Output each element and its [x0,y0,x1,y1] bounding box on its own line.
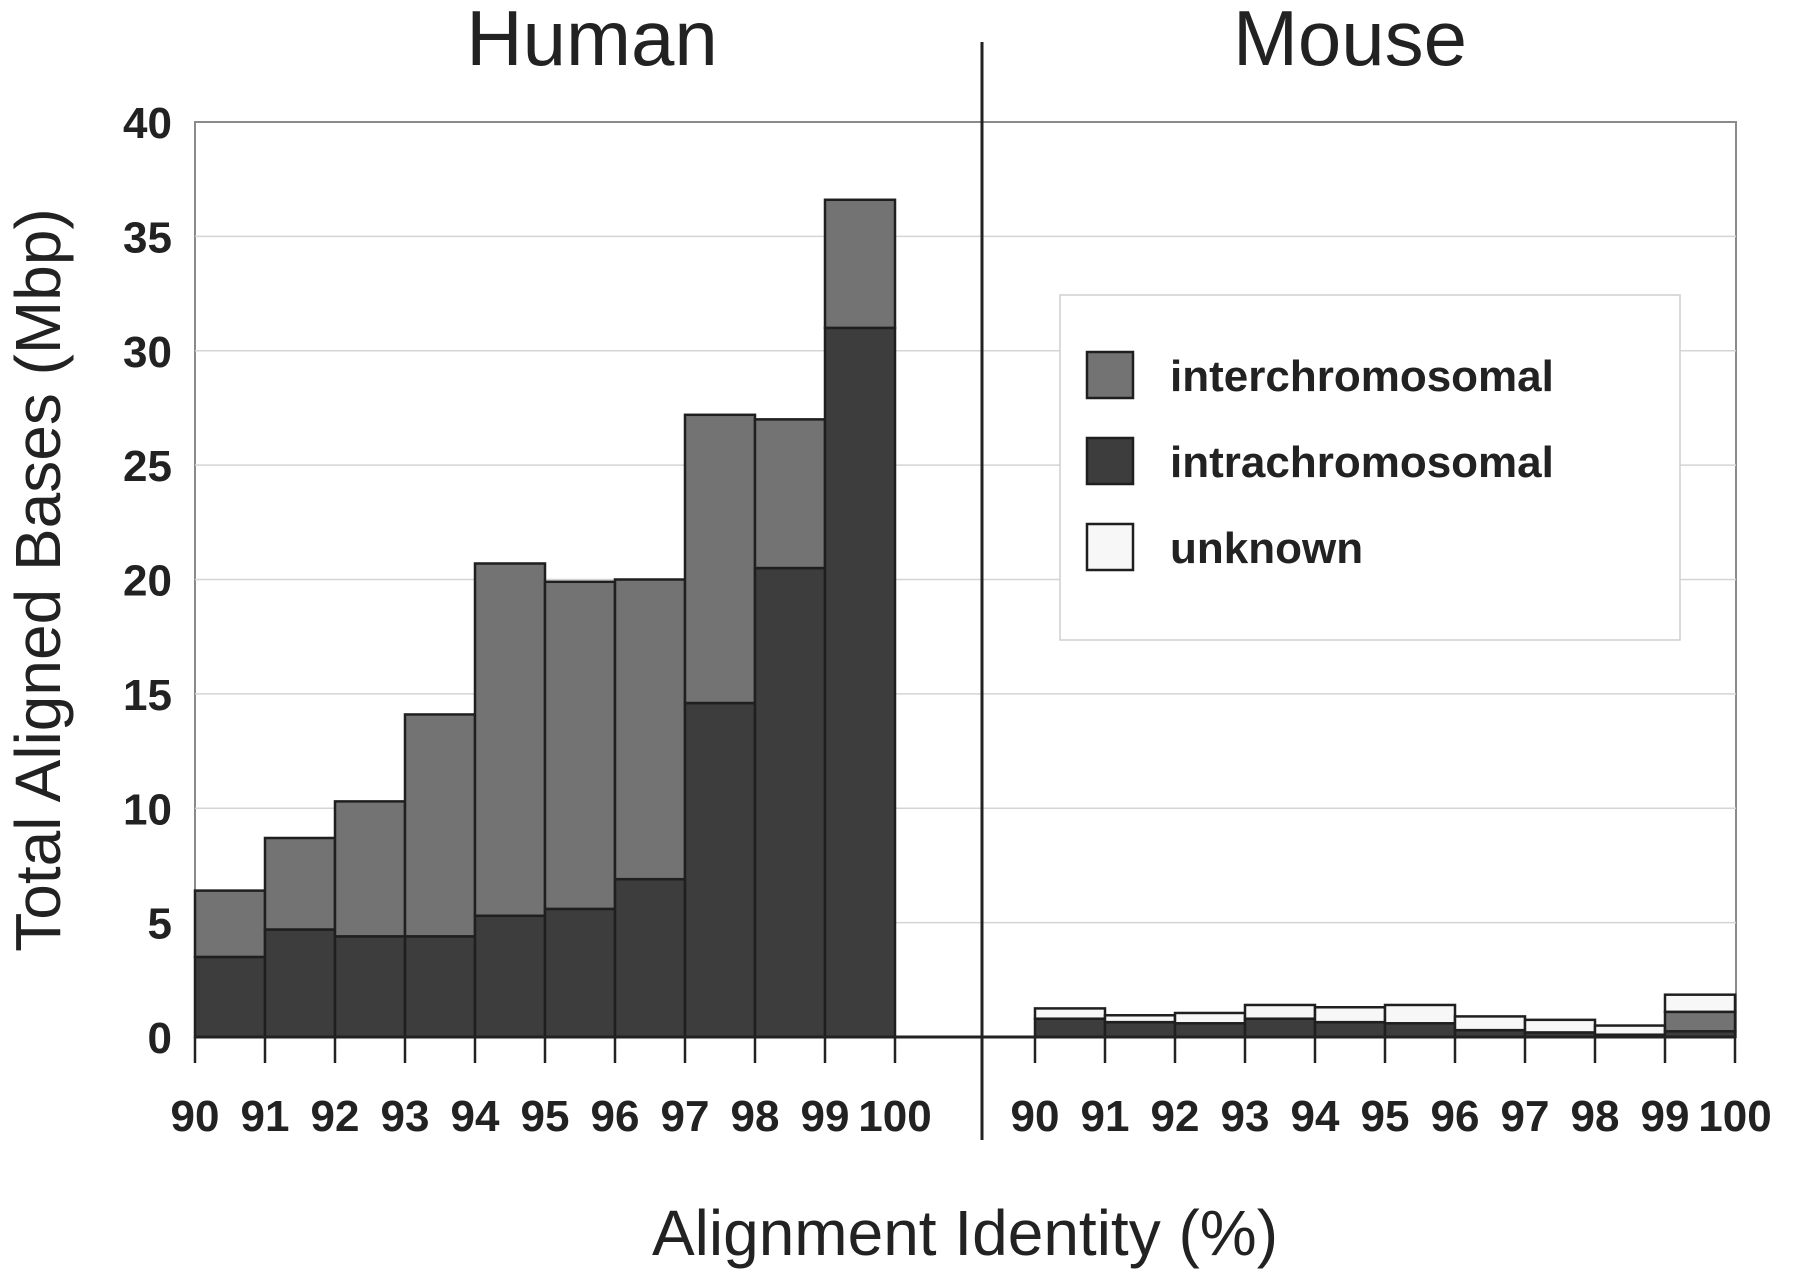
human-x-tick-label-91: 91 [241,1092,290,1141]
human-bar-92-93-interchromosomal [333,800,407,938]
human-bar-98-99-intrachromosomal [753,566,827,1039]
mouse-x-tick-label-98: 98 [1571,1092,1620,1141]
human-x-tick-label-97: 97 [661,1092,710,1141]
human-bar-91-92-interchromosomal [263,836,337,931]
human-bar-97-98-intrachromosomal [683,701,757,1039]
mouse-bar-93-94-intrachromosomal [1243,1017,1317,1039]
human-x-tick-label-94: 94 [451,1092,500,1141]
human-bar-95-96-intrachromosomal [543,907,617,1039]
human-bar-90-91-interchromosomal [193,889,267,959]
human-x-tick-label-92: 92 [311,1092,360,1141]
human-bar-98-99-interchromosomal [753,418,827,570]
mouse-x-tick-label-100: 100 [1698,1092,1771,1141]
human-bar-96-97-intrachromosomal [613,877,687,1039]
mouse-bar-92-93-unknown [1173,1011,1247,1025]
human-bar-93-94-intrachromosomal [403,935,477,1039]
legend-swatch-intrachromosomal [1085,436,1135,486]
y-tick-label-10: 10 [123,785,172,834]
mouse-bar-93-94-unknown [1243,1003,1317,1020]
mouse-x-tick-label-90: 90 [1011,1092,1060,1141]
mouse-x-tick-label-95: 95 [1361,1092,1410,1141]
human-x-tick-label-96: 96 [591,1092,640,1141]
mouse-bar-95-96-unknown [1383,1003,1457,1025]
mouse-x-tick-label-99: 99 [1641,1092,1690,1141]
human-bar-99-100-interchromosomal [823,198,897,330]
mouse-bar-98-99-unknown [1593,1024,1667,1036]
legend-swatch-interchromosomal [1085,350,1135,400]
legend-box [1059,294,1681,641]
human-bar-94-95-interchromosomal [473,562,547,918]
legend-swatch-unknown [1085,522,1135,572]
mouse-x-tick-label-93: 93 [1221,1092,1270,1141]
mouse-bar-97-98-unknown [1523,1018,1597,1034]
mouse-bar-90-91-unknown [1033,1007,1107,1020]
mouse-bar-90-91-intrachromosomal [1033,1017,1107,1039]
x-axis-title: Alignment Identity (%) [652,1197,1278,1269]
human-x-tick-label-95: 95 [521,1092,570,1141]
y-tick-label-30: 30 [123,328,172,377]
human-x-tick-label-90: 90 [171,1092,220,1141]
y-tick-label-20: 20 [123,557,172,606]
legend-label-intrachromosomal: intrachromosomal [1170,438,1554,487]
panel-title-mouse: Mouse [1233,0,1467,82]
mouse-bar-94-95-unknown [1313,1006,1387,1024]
y-tick-label-5: 5 [148,900,172,949]
legend: interchromosomal intrachromosomal unknown [1059,294,1681,641]
y-tick-label-35: 35 [123,213,172,262]
mouse-x-tick-label-94: 94 [1291,1092,1340,1141]
y-tick-label-15: 15 [123,671,172,720]
human-bar-99-100-intrachromosomal [823,326,897,1039]
human-bar-90-91-intrachromosomal [193,955,267,1039]
mouse-bar-91-92-unknown [1103,1014,1177,1024]
mouse-x-tick-label-97: 97 [1501,1092,1550,1141]
human-x-tick-label-100: 100 [858,1092,931,1141]
legend-label-interchromosomal: interchromosomal [1170,352,1554,401]
y-tick-label-25: 25 [123,442,172,491]
y-tick-label-40: 40 [123,99,172,148]
mouse-bar-95-96-intrachromosomal [1383,1022,1457,1039]
human-bar-96-97-interchromosomal [613,578,687,881]
human-bar-95-96-interchromosomal [543,580,617,911]
mouse-bar-92-93-intrachromosomal [1173,1022,1247,1039]
human-bar-94-95-intrachromosomal [473,914,547,1039]
human-bar-92-93-intrachromosomal [333,935,407,1039]
mouse-bar-99-100-unknown [1663,993,1737,1014]
mouse-bar-91-92-intrachromosomal [1103,1020,1177,1039]
y-axis-title: Total Aligned Bases (Mbp) [2,208,74,952]
human-bar-91-92-intrachromosomal [263,928,337,1039]
human-x-tick-label-93: 93 [381,1092,430,1141]
mouse-x-tick-label-96: 96 [1431,1092,1480,1141]
human-x-tick-label-99: 99 [801,1092,850,1141]
mouse-bar-96-97-unknown [1453,1015,1527,1032]
legend-label-unknown: unknown [1170,524,1363,573]
mouse-x-tick-label-91: 91 [1081,1092,1130,1141]
y-tick-label-0: 0 [148,1014,172,1063]
panel-title-human: Human [466,0,717,82]
mouse-bar-94-95-intrachromosomal [1313,1020,1387,1039]
mouse-x-tick-label-92: 92 [1151,1092,1200,1141]
human-bar-93-94-interchromosomal [403,713,477,938]
human-bar-97-98-interchromosomal [683,413,757,705]
human-x-tick-label-98: 98 [731,1092,780,1141]
mouse-bar-99-100-interchromosomal [1663,1010,1737,1033]
